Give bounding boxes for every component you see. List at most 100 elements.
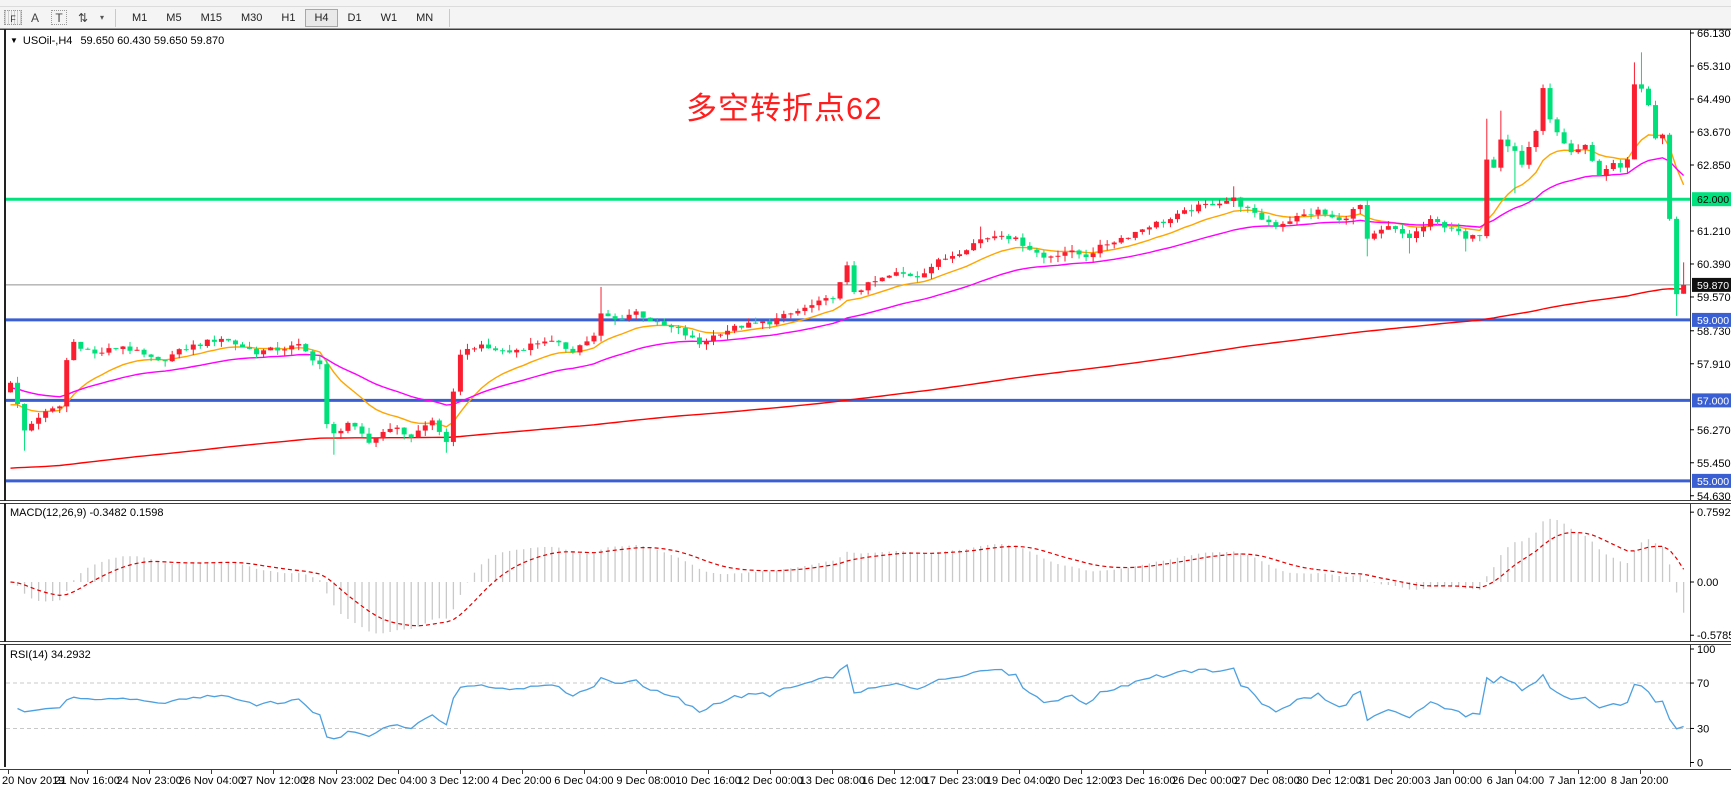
- svg-text:57.000: 57.000: [1697, 395, 1729, 407]
- price-tick-label: 63.670: [1697, 127, 1731, 139]
- macd-panel-border: 0.7592 0.00 -0.5785: [0, 503, 1731, 642]
- price-tick-label: 54.630: [1697, 491, 1731, 501]
- timeframe-group: M1 M5 M15 M30 H1 H4 D1 W1 MN: [123, 8, 442, 27]
- macd-signal-line: [10, 531, 1685, 627]
- timeframe-mn-button[interactable]: MN: [407, 9, 442, 27]
- timeframe-h4-button[interactable]: H4: [305, 8, 338, 27]
- time-label: 8 Jan 20:00: [1610, 775, 1669, 787]
- timeframe-m15-button[interactable]: M15: [192, 9, 231, 27]
- time-tick: [397, 770, 399, 774]
- price-tick-label: 66.130: [1697, 29, 1731, 40]
- time-label: 24 Nov 23:00: [116, 775, 182, 787]
- time-tick: [708, 770, 710, 774]
- macd-histogram: [16, 518, 1685, 634]
- rsi-tick-label: 100: [1697, 644, 1715, 656]
- timeframe-m1-button[interactable]: M1: [123, 9, 156, 27]
- time-tick: [770, 770, 772, 774]
- time-label: 21 Nov 16:00: [54, 775, 120, 787]
- price-tick-label: 57.910: [1697, 359, 1731, 371]
- svg-text:59.000: 59.000: [1697, 315, 1729, 327]
- time-tick: [211, 770, 213, 774]
- main-panel-border: [0, 29, 1731, 501]
- time-tick: [1204, 770, 1206, 774]
- time-tick: [1639, 770, 1641, 774]
- macd-indicator-panel[interactable]: 0.7592 0.00 -0.5785: [0, 503, 1731, 642]
- chart-title-caret-icon[interactable]: ▼: [10, 36, 18, 45]
- time-tick: [8, 770, 9, 774]
- level-price-badge: [1692, 312, 1731, 327]
- price-tick-label: 60.390: [1697, 259, 1731, 271]
- time-label: 10 Dec 16:00: [675, 775, 741, 787]
- time-tick: [1267, 770, 1268, 774]
- time-tick: [832, 770, 834, 774]
- price-tick-label: 61.210: [1697, 226, 1731, 238]
- svg-text:62.000: 62.000: [1697, 194, 1729, 206]
- level-price-badge: [1692, 473, 1731, 488]
- rsi-tick-label: 30: [1697, 723, 1709, 735]
- price-tick-label: 55.450: [1697, 458, 1731, 470]
- cursor-mode-icon[interactable]: ⇅: [72, 8, 94, 27]
- time-label: 2 Dec 04:00: [367, 775, 428, 787]
- time-label: 30 Dec 12:00: [1296, 775, 1362, 787]
- time-tick: [273, 770, 275, 774]
- svg-text:59.870: 59.870: [1697, 280, 1729, 292]
- macd-tick-label: 0.00: [1697, 577, 1718, 589]
- time-label: 6 Jan 04:00: [1486, 775, 1545, 787]
- rsi-line: [17, 663, 1684, 740]
- time-tick: [583, 770, 585, 774]
- level-lines-layer: [6, 197, 1690, 483]
- time-tick: [1329, 770, 1331, 774]
- time-label: 19 Dec 04:00: [985, 775, 1052, 787]
- time-tick: [646, 770, 647, 774]
- candles-layer: [8, 52, 1687, 455]
- toolbar-separator-2: [449, 8, 451, 27]
- rsi-label: RSI(14) 34.2932: [10, 649, 91, 661]
- window-top-strip: [0, 0, 1731, 7]
- rsi-indicator-panel[interactable]: 100 70 30 0: [0, 644, 1731, 767]
- chart-title: ▼ USOil-,H4 59.650 60.430 59.650 59.870: [10, 35, 224, 47]
- time-tick: [1515, 770, 1517, 774]
- time-axis: 20 Nov 2019 21 Nov 16:00 24 Nov 23:00 26 No…: [0, 769, 1731, 791]
- time-label: 13 Dec 08:00: [799, 775, 866, 787]
- timeframe-d1-button[interactable]: D1: [339, 9, 371, 27]
- rsi-tick-label: 70: [1697, 678, 1709, 690]
- price-tick-label: 58.730: [1697, 326, 1731, 338]
- time-tick: [1080, 770, 1082, 774]
- chart-annotation-text[interactable]: 多空转折点62: [686, 91, 883, 126]
- price-tick-label: 65.310: [1697, 61, 1731, 73]
- time-label: 17 Dec 23:00: [923, 775, 990, 787]
- time-label: 28 Nov 23:00: [302, 775, 369, 787]
- time-label: 6 Dec 04:00: [554, 775, 614, 787]
- price-tick-label: 62.850: [1697, 160, 1731, 172]
- grid-f-icon[interactable]: F: [4, 10, 22, 25]
- timeframe-h1-button[interactable]: H1: [272, 9, 304, 27]
- time-tick: [87, 770, 89, 774]
- mid-ma-line: [10, 157, 1685, 406]
- time-tick: [956, 770, 958, 774]
- price-tick-label: 59.570: [1697, 292, 1731, 304]
- timeframe-m30-button[interactable]: M30: [232, 9, 271, 27]
- annotation-a-icon[interactable]: A: [24, 8, 46, 27]
- time-tick: [1142, 770, 1144, 774]
- toolbar-separator: [115, 8, 117, 27]
- time-label: 23 Dec 16:00: [1110, 775, 1176, 787]
- time-tick: [1018, 770, 1020, 774]
- cursor-mode-caret-icon[interactable]: ▾: [96, 8, 108, 27]
- current-price-badge: [1692, 277, 1731, 292]
- time-label: 3 Dec 12:00: [430, 775, 490, 787]
- time-tick: [1391, 770, 1393, 774]
- level-price-badge: [1692, 192, 1731, 207]
- macd-label: MACD(12,26,9) -0.3482 0.1598: [10, 507, 164, 519]
- timeframe-m5-button[interactable]: M5: [157, 9, 190, 27]
- time-label: 4 Dec 20:00: [492, 775, 552, 787]
- price-axis: 66.130 65.310 64.490 63.670 62.850 61.210 60.3…: [1690, 29, 1731, 501]
- time-tick: [521, 770, 523, 774]
- timeframe-w1-button[interactable]: W1: [372, 9, 407, 27]
- time-tick: [894, 770, 896, 774]
- macd-tick-label: 0.7592: [1697, 507, 1731, 519]
- time-label: 12 Dec 00:00: [737, 775, 803, 787]
- main-price-chart[interactable]: 66.130 65.310 64.490 63.670 62.850 61.210 60.3…: [0, 29, 1731, 501]
- text-tool-icon[interactable]: T: [51, 10, 67, 25]
- time-label: 26 Dec 00:00: [1172, 775, 1238, 787]
